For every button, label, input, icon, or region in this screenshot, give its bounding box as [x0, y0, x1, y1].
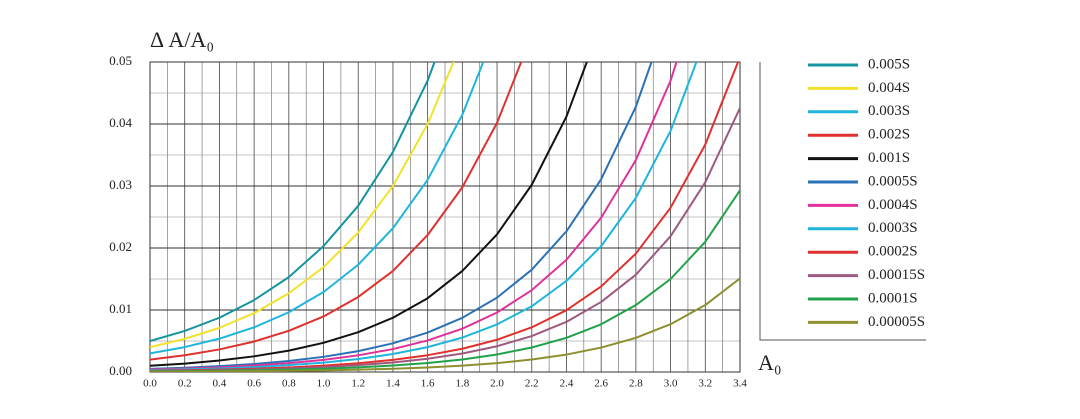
x-tick-label: 0.2 — [178, 378, 192, 390]
series-line — [150, 62, 588, 367]
x-tick-label: 3.0 — [664, 378, 678, 390]
x-tick-label: 2.8 — [629, 378, 643, 390]
legend-label: 0.0004S — [868, 197, 918, 213]
x-tick-label: 1.8 — [455, 378, 469, 390]
plot-frame — [149, 61, 741, 373]
legend-label: 0.003S — [868, 103, 910, 119]
series-line — [150, 62, 523, 361]
series-line — [150, 62, 485, 355]
series-line — [150, 62, 436, 342]
x-tick-label: 2.4 — [560, 378, 574, 390]
legend-label: 0.00015S — [868, 267, 925, 283]
legend-label: 0.0003S — [868, 220, 918, 236]
legend-label: 0.001S — [868, 150, 910, 166]
series-line — [150, 62, 455, 349]
y-tick-label: 0.04 — [109, 115, 132, 130]
x-tick-label: 0.8 — [282, 378, 296, 390]
x-tick-label: 0.6 — [247, 378, 261, 390]
plot-area — [150, 62, 740, 372]
series-line — [150, 62, 698, 372]
x-tick-label: 3.2 — [698, 378, 712, 390]
x-tick-label: 1.6 — [421, 378, 435, 390]
y-tick-label: 0.01 — [109, 301, 132, 316]
x-tick-label: 1.0 — [317, 378, 331, 390]
legend-label: 0.00005S — [868, 314, 925, 330]
y-tick-label: 0.00 — [109, 363, 132, 378]
y-tick-label: 0.03 — [109, 177, 132, 192]
x-tick-label: 2.6 — [594, 378, 608, 390]
y-tick-label: 0.02 — [109, 239, 132, 254]
x-axis-label: A₀ — [758, 350, 782, 375]
series-line — [150, 277, 740, 372]
y-axis-label: Δ A/A₀ — [150, 27, 214, 52]
legend-label: 0.005S — [868, 56, 910, 72]
x-tick-label: 2.2 — [525, 378, 539, 390]
x-tick-label: 1.2 — [351, 378, 365, 390]
x-tick-label: 2.0 — [490, 378, 504, 390]
legend-label: 0.0001S — [868, 290, 918, 306]
x-tick-label: 0.0 — [143, 378, 157, 390]
legend-frame — [759, 62, 926, 341]
series-line — [150, 62, 678, 371]
y-tick-label: 0.05 — [109, 53, 132, 68]
x-tick-label: 3.4 — [733, 378, 747, 390]
legend-label: 0.0002S — [868, 244, 918, 260]
x-tick-label: 1.4 — [386, 378, 400, 390]
legend-label: 0.002S — [868, 127, 910, 143]
x-tick-label: 0.4 — [213, 378, 227, 390]
legend-label: 0.004S — [868, 80, 910, 96]
legend-label: 0.0005S — [868, 173, 918, 189]
series-line — [150, 62, 653, 370]
